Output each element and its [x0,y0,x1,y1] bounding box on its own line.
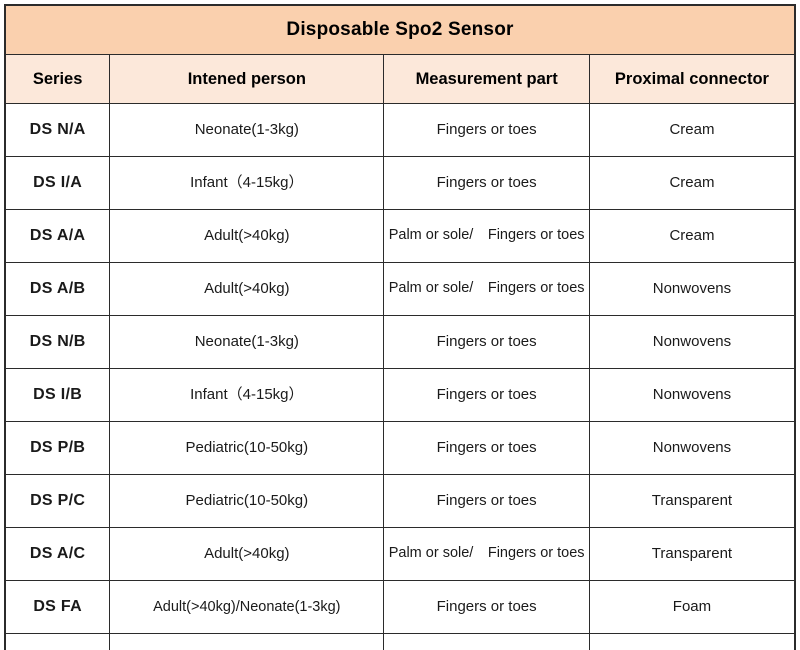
table-head: Disposable Spo2 Sensor Series Intened pe… [4,4,796,104]
cell-proximal-connector: Foam [588,580,796,634]
table-row: DS FA Adult(>40kg)/Neonate(1-3kg) Fingers … [4,580,796,634]
cell-proximal-connector: Cream [588,103,796,157]
cell-series: DS P/B [4,421,111,475]
table-title: Disposable Spo2 Sensor [4,4,796,55]
table-row: DS N/A Neonate(1-3kg) Fingers or toes Cream [4,103,796,157]
cell-series: DS FA-P [4,633,111,650]
cell-intened-person: Adult(>40kg)/Neonate(1-3kg) [109,580,385,634]
cell-series: DS A/A [4,209,111,263]
table-row: DS A/A Adult(>40kg) Palm or sole/ Fingers … [4,209,796,263]
table-body: DS N/A Neonate(1-3kg) Fingers or toes Cream… [4,103,796,650]
cell-measurement-part: Fingers or toes [383,368,590,422]
cell-intened-person: Adult(>40kg) [109,527,385,581]
cell-series: DS N/A [4,103,111,157]
cell-intened-person: Infant（4-15kg） [109,156,385,210]
cell-intened-person: Adult(>40kg) [109,262,385,316]
cell-measurement-part: Fingers or toes [383,474,590,528]
cell-proximal-connector: Cream [588,209,796,263]
cell-intened-person: Pediatric(10-50kg) [109,633,385,650]
cell-series: DS N/B [4,315,111,369]
cell-intened-person: Infant（4-15kg） [109,368,385,422]
column-header-proximal-connector: Proximal connector [588,54,796,104]
cell-proximal-connector: Nonwovens [588,315,796,369]
cell-series: DS I/B [4,368,111,422]
cell-measurement-part: Palm or sole/ Fingers or toes [383,527,590,581]
disposable-spo2-sensor-table: Disposable Spo2 Sensor Series Intened pe… [4,4,796,650]
cell-proximal-connector: Nonwovens [588,368,796,422]
cell-intened-person: Neonate(1-3kg) [109,315,385,369]
cell-measurement-part: Fingers or toes [383,580,590,634]
table-row: DS FA-PPediatric(10-50kg)Fingers or toes… [4,633,796,650]
cell-proximal-connector: Transparent [588,474,796,528]
cell-intened-person: Neonate(1-3kg) [109,103,385,157]
table-title-row: Disposable Spo2 Sensor [4,4,796,55]
cell-proximal-connector: Nonwovens [588,262,796,316]
cell-series: DS A/C [4,527,111,581]
cell-proximal-connector: Cream [588,156,796,210]
cell-proximal-connector: Transparent [588,527,796,581]
column-header-intened-person: Intened person [109,54,385,104]
cell-measurement-part: Fingers or toes [383,633,590,650]
cell-series: DS P/C [4,474,111,528]
cell-intened-person: Adult(>40kg) [109,209,385,263]
table-row: DS I/B Infant（4-15kg） Fingers or toes Nonwo… [4,368,796,422]
cell-measurement-part: Fingers or toes [383,103,590,157]
column-header-series: Series [4,54,111,104]
cell-measurement-part: Fingers or toes [383,156,590,210]
table-row: DS N/B Neonate(1-3kg) Fingers or toes Nonwo… [4,315,796,369]
cell-measurement-part: Palm or sole/ Fingers or toes [383,209,590,263]
column-header-measurement-part: Measurement part [383,54,590,104]
cell-series: DS A/B [4,262,111,316]
table-header-row: Series Intened person Measurement part P… [4,54,796,104]
table-row: DS P/B Pediatric(10-50kg) Fingers or toes N… [4,421,796,475]
cell-series: DS FA [4,580,111,634]
cell-intened-person: Pediatric(10-50kg) [109,474,385,528]
table-row: DS A/C Adult(>40kg) Palm or sole/ Fingers … [4,527,796,581]
cell-intened-person: Pediatric(10-50kg) [109,421,385,475]
cell-series: DS I/A [4,156,111,210]
cell-proximal-connector: Foam [588,633,796,650]
table-row: DS A/B Adult(>40kg) Palm or sole/ Fingers … [4,262,796,316]
cell-measurement-part: Fingers or toes [383,315,590,369]
cell-measurement-part: Fingers or toes [383,421,590,475]
cell-proximal-connector: Nonwovens [588,421,796,475]
table-row: DS I/A Infant（4-15kg） Fingers or toes Cream [4,156,796,210]
cell-measurement-part: Palm or sole/ Fingers or toes [383,262,590,316]
table-row: DS P/C Pediatric(10-50kg) Fingers or toes T… [4,474,796,528]
